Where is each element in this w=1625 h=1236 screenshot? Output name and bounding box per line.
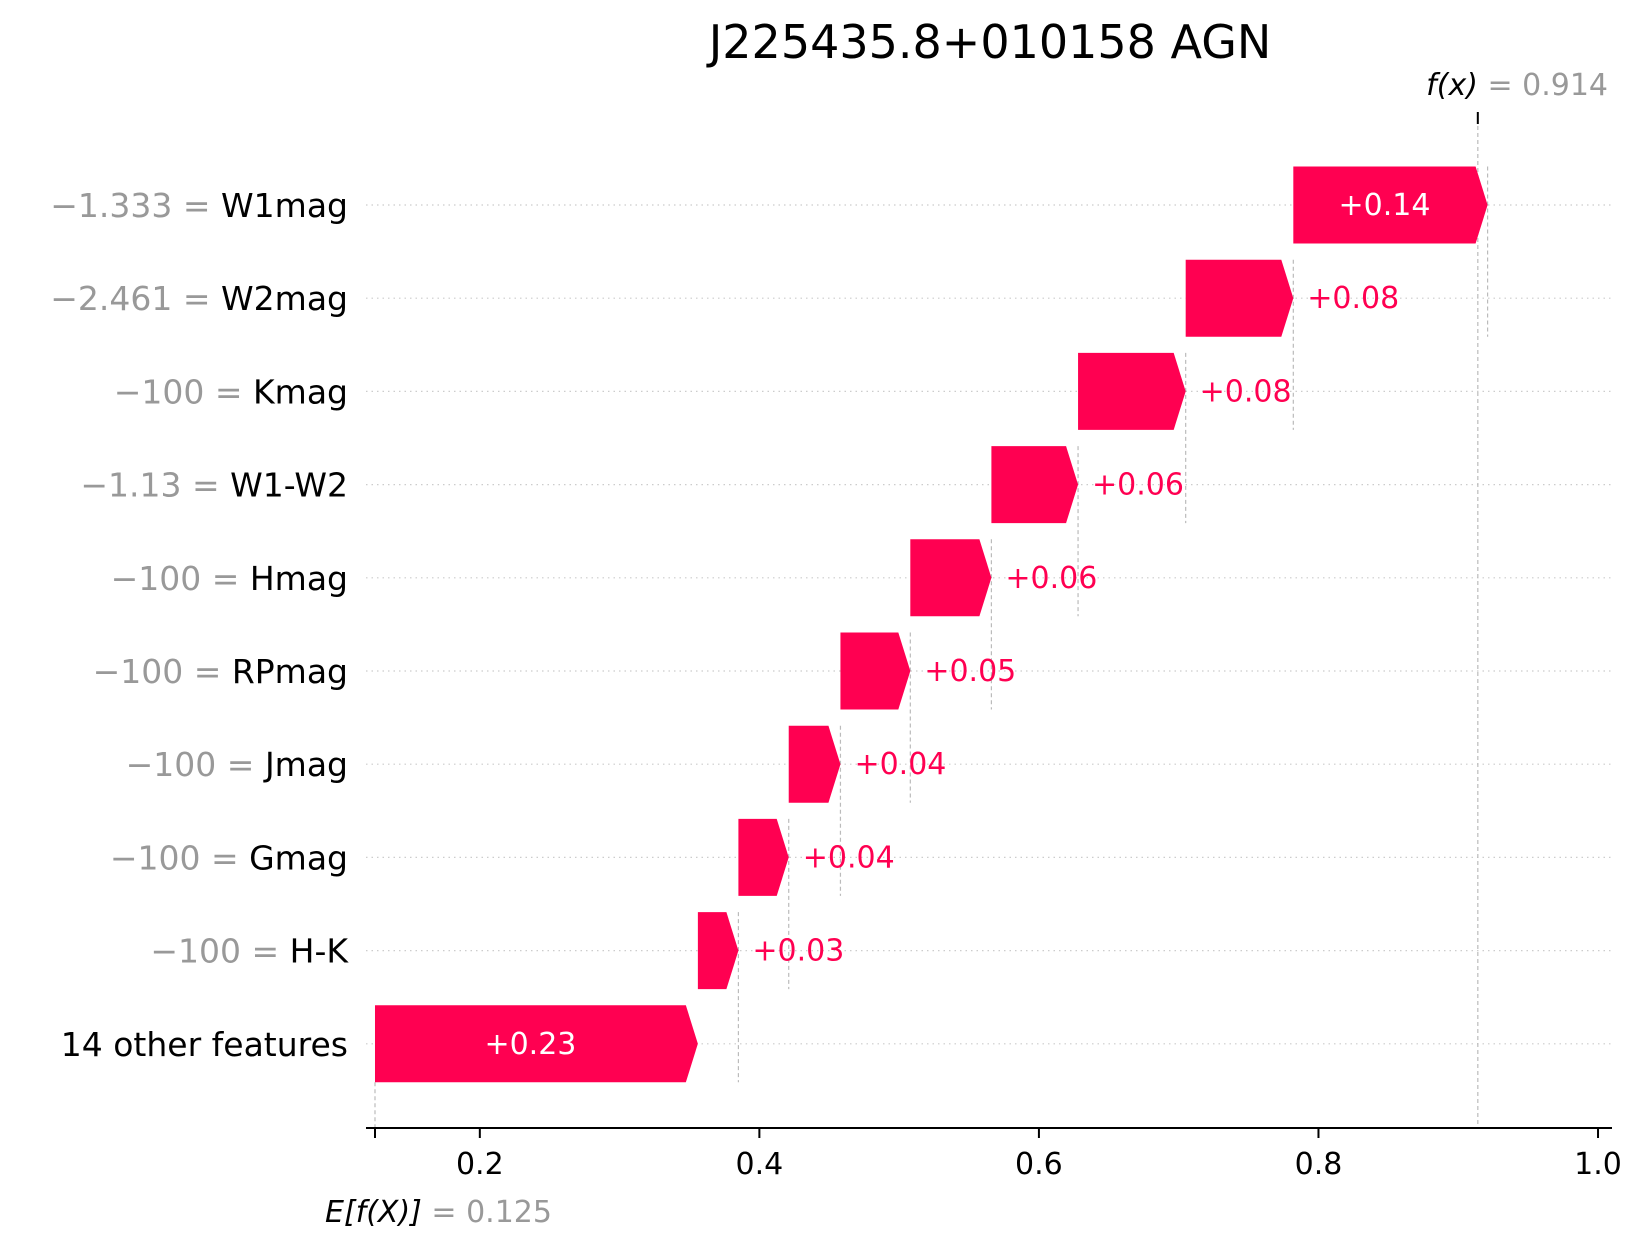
feature-label: −100 = Kmag bbox=[114, 372, 348, 411]
feature-label: −100 = RPmag bbox=[93, 652, 348, 691]
feature-value: −100 = bbox=[150, 932, 289, 971]
contribution-bar bbox=[1078, 352, 1186, 430]
x-tick-label: 1.0 bbox=[1574, 1147, 1622, 1182]
contribution-bars: +0.14 +0.08 +0.08 +0.06 +0.06 +0.05 +0.04 +0.04… bbox=[374, 166, 1488, 1083]
feature-value: −100 = bbox=[111, 559, 250, 598]
x-tick-label: 0.8 bbox=[1295, 1147, 1343, 1182]
feature-value: −1.333 = bbox=[50, 186, 221, 225]
feature-name: 14 other features bbox=[61, 1025, 348, 1064]
feature-label: −100 = Gmag bbox=[110, 838, 348, 877]
feature-value: −100 = bbox=[93, 652, 232, 691]
contribution-label: +0.04 bbox=[803, 840, 895, 875]
feature-label: −2.461 = W2mag bbox=[50, 279, 348, 318]
contribution-label: +0.06 bbox=[1005, 561, 1097, 596]
contribution-label: +0.03 bbox=[752, 934, 844, 969]
feature-value: −100 = bbox=[110, 838, 249, 877]
feature-label: −100 = H-K bbox=[150, 932, 349, 971]
contribution-bar bbox=[1293, 166, 1488, 244]
feature-value: −1.13 = bbox=[80, 466, 230, 505]
feature-label: −1.13 = W1-W2 bbox=[80, 466, 348, 505]
contribution-label: +0.04 bbox=[854, 747, 946, 782]
feature-label: 14 other features bbox=[61, 1025, 348, 1064]
contribution-bar bbox=[788, 725, 841, 803]
feature-value: −2.461 = bbox=[50, 279, 221, 318]
feature-label: −1.333 = W1mag bbox=[50, 186, 348, 225]
contribution-label: +0.23 bbox=[484, 1027, 576, 1062]
contribution-bar bbox=[738, 818, 789, 896]
feature-labels: −1.333 = W1mag−2.461 = W2mag−100 = Kmag−… bbox=[50, 186, 349, 1064]
x-tick-label: 0.6 bbox=[1015, 1147, 1063, 1182]
output-value-number: = 0.914 bbox=[1478, 68, 1608, 103]
contribution-bar bbox=[991, 446, 1079, 524]
contribution-bar bbox=[840, 632, 911, 710]
contribution-label: +0.08 bbox=[1307, 281, 1399, 316]
feature-name: Gmag bbox=[249, 838, 348, 877]
contribution-label: +0.06 bbox=[1092, 468, 1184, 503]
contribution-bar bbox=[910, 539, 992, 617]
feature-name: W2mag bbox=[221, 279, 348, 318]
contribution-label: +0.08 bbox=[1200, 374, 1292, 409]
feature-name: RPmag bbox=[232, 652, 348, 691]
grid-lines bbox=[366, 204, 1612, 1045]
output-value-label: f(x) = 0.914 bbox=[1426, 68, 1608, 103]
feature-value: −100 = bbox=[114, 372, 253, 411]
x-axis: 0.2 0.4 0.6 0.8 1.0 bbox=[366, 1127, 1622, 1182]
feature-label: −100 = Jmag bbox=[126, 745, 348, 784]
feature-value: −100 = bbox=[126, 745, 265, 784]
contribution-label: +0.14 bbox=[1338, 188, 1430, 223]
feature-label: −100 = Hmag bbox=[111, 559, 348, 598]
base-value-annotation: E[f(X)] = 0.125 bbox=[325, 1195, 552, 1230]
base-value-number: = 0.125 bbox=[422, 1195, 552, 1230]
chart-title: J225435.8+010158 AGN bbox=[706, 15, 1272, 69]
feature-name: W1-W2 bbox=[230, 466, 348, 505]
x-tick-label: 0.4 bbox=[736, 1147, 784, 1182]
output-value-annotation: f(x) = 0.914 bbox=[1426, 68, 1608, 124]
x-tick-label: 0.2 bbox=[456, 1147, 504, 1182]
base-value-prefix: E[f(X)] bbox=[325, 1195, 422, 1230]
feature-name: Kmag bbox=[253, 372, 348, 411]
guide-lines bbox=[374, 112, 1489, 1128]
contribution-label: +0.05 bbox=[924, 654, 1016, 689]
contribution-bar bbox=[697, 912, 739, 990]
contribution-bar bbox=[374, 1005, 698, 1083]
feature-name: W1mag bbox=[221, 186, 348, 225]
feature-name: Jmag bbox=[263, 745, 348, 784]
base-value-label: E[f(X)] = 0.125 bbox=[325, 1195, 552, 1230]
contribution-bar bbox=[1185, 259, 1294, 337]
feature-name: Hmag bbox=[250, 559, 348, 598]
feature-name: H-K bbox=[290, 932, 350, 971]
output-value-prefix: f(x) bbox=[1426, 68, 1478, 103]
